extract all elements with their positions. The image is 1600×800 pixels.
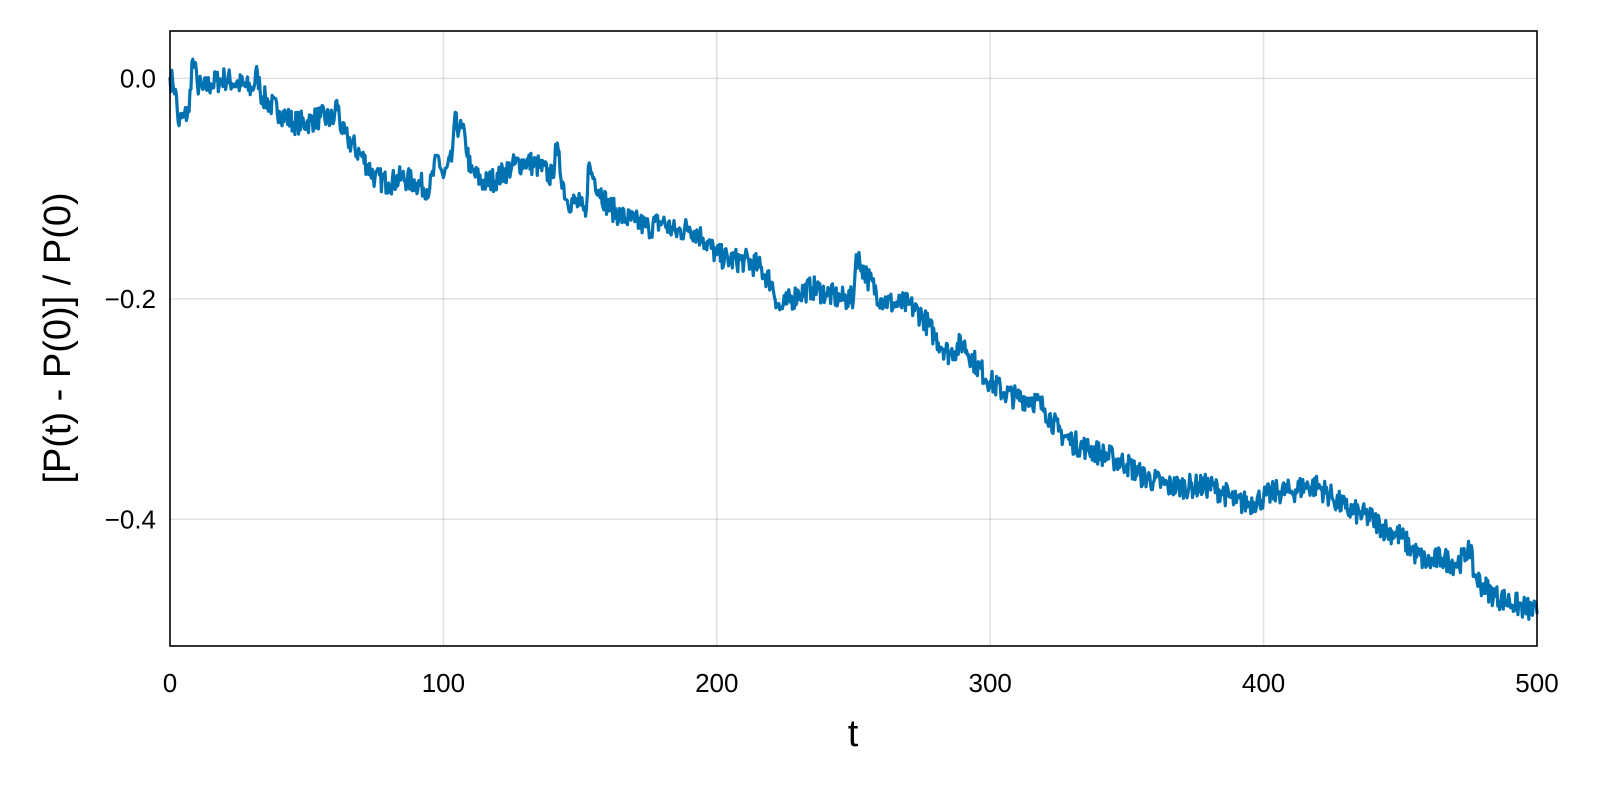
plot-frame (169, 30, 1538, 647)
grid-lines (170, 31, 1537, 646)
x-axis-title: t (848, 713, 859, 755)
series-line (168, 57, 1539, 621)
x-tick-label: 200 (695, 668, 738, 698)
x-tick-label: 100 (422, 668, 465, 698)
y-tick-label: −0.4 (105, 504, 156, 534)
x-axis: 0 100 200 300 400 500 (163, 668, 1559, 698)
y-axis-title: [P(t) - P(0)] / P(0) (37, 192, 79, 483)
x-tick-label: 0 (163, 668, 177, 698)
plot-area (168, 57, 1539, 621)
y-tick-label: −0.2 (105, 284, 156, 314)
y-tick-label: 0.0 (120, 63, 156, 93)
x-tick-label: 300 (969, 668, 1012, 698)
x-tick-label: 400 (1242, 668, 1285, 698)
x-tick-label: 500 (1515, 668, 1558, 698)
y-axis: 0.0 −0.2 −0.4 (105, 63, 156, 534)
